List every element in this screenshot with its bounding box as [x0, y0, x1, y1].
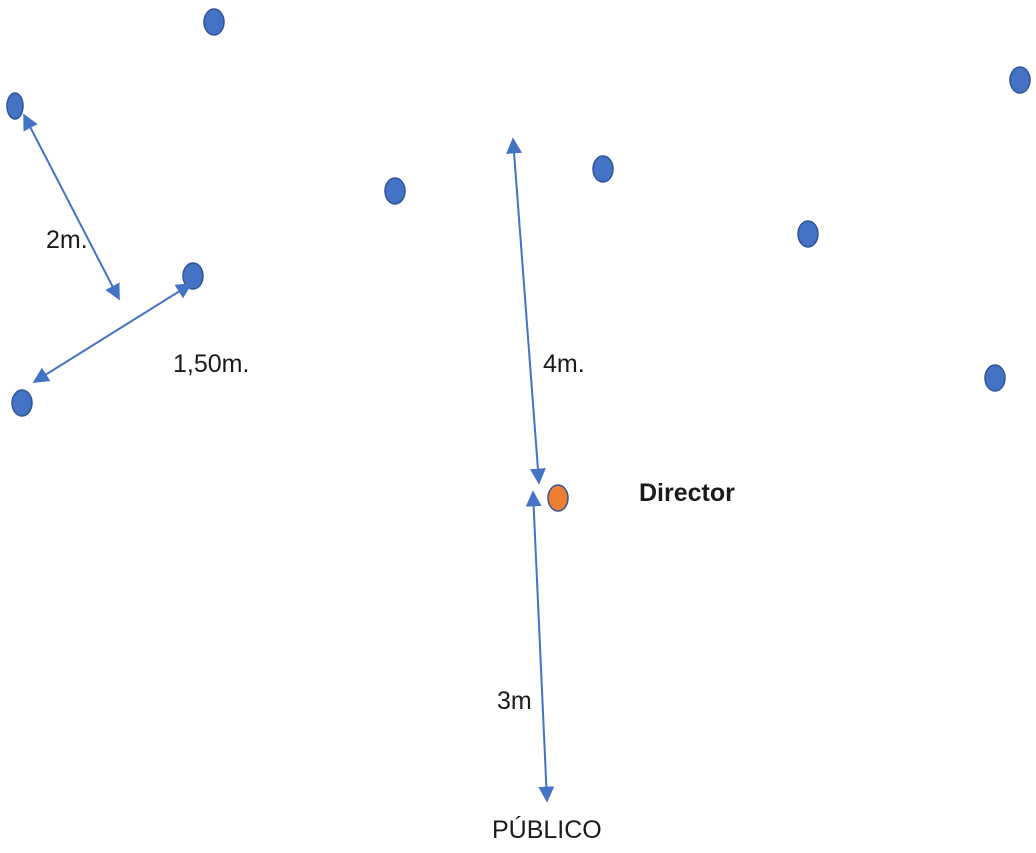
director-label: Director	[639, 479, 735, 507]
distance-label-2m: 2m.	[46, 226, 88, 254]
singer-dot	[984, 364, 1006, 392]
distance-arrow-3m	[525, 490, 555, 803]
audience-label: PÚBLICO	[492, 816, 602, 844]
distance-label-3m: 3m	[497, 687, 532, 715]
distance-arrow-4m	[506, 137, 546, 485]
distance-arrow-2m	[23, 113, 120, 301]
singer-dot	[384, 177, 406, 205]
singer-dot	[182, 262, 204, 290]
director-dot	[547, 484, 569, 512]
distance-label-150m: 1,50m.	[173, 350, 250, 378]
singer-dot	[203, 8, 225, 36]
singer-dot	[6, 92, 24, 120]
singer-dot	[1009, 66, 1031, 94]
singer-dot	[797, 220, 819, 248]
singer-dot	[11, 389, 33, 417]
distance-arrow-150m	[32, 283, 193, 383]
singer-dot	[592, 155, 614, 183]
distance-label-4m: 4m.	[543, 350, 585, 378]
